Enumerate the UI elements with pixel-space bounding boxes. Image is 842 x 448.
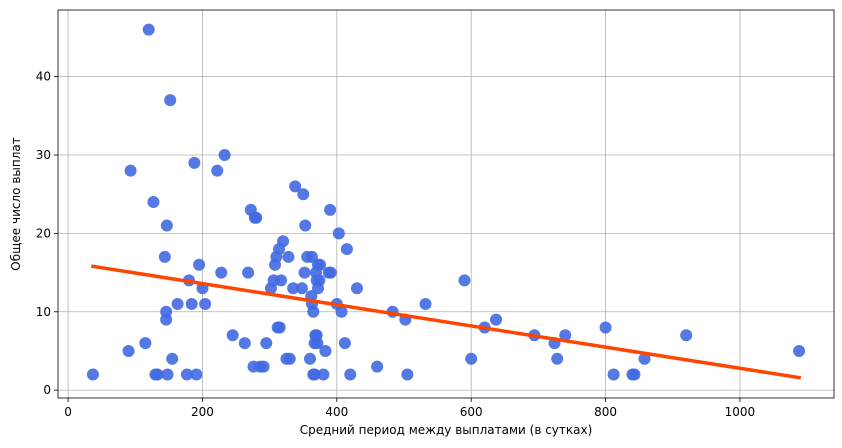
scatter-point: [638, 352, 651, 365]
scatter-point: [122, 344, 135, 357]
scatter-point: [340, 243, 353, 256]
scatter-point: [275, 274, 288, 287]
scatter-point: [401, 368, 414, 381]
scatter-point: [324, 203, 337, 216]
scatter-point: [458, 274, 471, 287]
scatter-point: [287, 282, 300, 295]
scatter-point: [307, 305, 320, 318]
scatter-point: [298, 266, 311, 279]
scatter-point: [147, 196, 160, 209]
regression-line: [90, 264, 802, 380]
x-tick-label: 600: [460, 405, 483, 419]
scatter-point: [289, 180, 302, 193]
scatter-point: [151, 368, 164, 381]
scatter-point: [419, 297, 432, 310]
scatter-point: [139, 337, 152, 350]
scatter-point: [559, 329, 572, 342]
scatter-point: [465, 352, 478, 365]
scatter-point: [283, 352, 296, 365]
x-tick-label: 800: [594, 405, 617, 419]
scatter-point: [319, 344, 332, 357]
grid: [58, 10, 834, 398]
scatter-point: [793, 344, 806, 357]
scatter-point: [161, 368, 174, 381]
scatter-point: [242, 266, 255, 279]
scatter-point: [680, 329, 693, 342]
scatter-point: [185, 297, 198, 310]
scatter-point: [199, 297, 212, 310]
scatter-point: [190, 368, 203, 381]
x-tick-label: 0: [64, 405, 72, 419]
scatter-point: [277, 235, 290, 248]
scatter-point: [607, 368, 620, 381]
scatter-point: [218, 149, 231, 162]
scatter-point: [250, 211, 263, 224]
scatter-point: [171, 297, 184, 310]
scatter-point: [350, 282, 363, 295]
scatter-point: [311, 337, 324, 350]
scatter-point: [308, 368, 321, 381]
x-tick-label: 200: [191, 405, 214, 419]
y-tick-label: 30: [36, 148, 51, 162]
scatter-point: [164, 94, 177, 107]
scatter-point: [324, 266, 337, 279]
scatter-point: [490, 313, 503, 326]
scatter-point: [628, 368, 641, 381]
scatter-point: [299, 219, 312, 232]
scatter-point: [371, 360, 384, 373]
scatter-point: [160, 313, 173, 326]
scatter-points: [86, 23, 806, 381]
y-axis-label: Общее число выплат: [9, 137, 23, 270]
scatter-point: [297, 188, 310, 201]
scatter-point: [551, 352, 564, 365]
scatter-point: [599, 321, 612, 334]
scatter-point: [282, 250, 295, 263]
scatter-point: [211, 164, 224, 177]
scatter-point: [215, 266, 228, 279]
scatter-point: [257, 360, 270, 373]
axis-ticks: 0 200 400 600 800 1000 0 10 20 30 40: [36, 70, 755, 419]
scatter-point: [238, 337, 251, 350]
scatter-point: [180, 368, 193, 381]
scatter-point: [314, 258, 327, 271]
scatter-point: [124, 164, 137, 177]
scatter-point: [313, 274, 326, 287]
scatter-point: [226, 329, 239, 342]
scatter-point: [332, 227, 345, 240]
x-axis-label: Средний период между выплатами (в сутках…: [300, 423, 593, 437]
scatter-point: [188, 156, 201, 169]
scatter-point: [142, 23, 155, 36]
scatter-point: [338, 337, 351, 350]
scatter-point: [317, 368, 330, 381]
scatter-point: [335, 305, 348, 318]
y-tick-label: 40: [36, 70, 51, 84]
scatter-point: [303, 352, 316, 365]
scatter-point: [260, 337, 273, 350]
scatter-point: [193, 258, 206, 271]
scatter-point: [160, 219, 173, 232]
scatter-point: [166, 352, 179, 365]
scatter-point: [344, 368, 357, 381]
trend-line: [90, 264, 802, 380]
x-tick-label: 400: [325, 405, 348, 419]
x-tick-label: 1000: [725, 405, 756, 419]
scatter-point: [273, 321, 286, 334]
y-tick-label: 10: [36, 305, 51, 319]
plot-frame: [57, 9, 835, 399]
scatter-point: [295, 282, 308, 295]
y-tick-label: 0: [43, 383, 51, 397]
y-tick-label: 20: [36, 226, 51, 240]
scatter-point: [158, 250, 171, 263]
scatter-point: [86, 368, 99, 381]
